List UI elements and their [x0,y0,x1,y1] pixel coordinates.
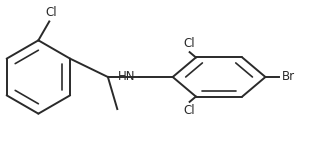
Text: Cl: Cl [184,104,195,117]
Text: Cl: Cl [184,37,195,50]
Text: Cl: Cl [46,6,57,19]
Text: HN: HN [118,71,136,83]
Text: Br: Br [282,71,295,83]
